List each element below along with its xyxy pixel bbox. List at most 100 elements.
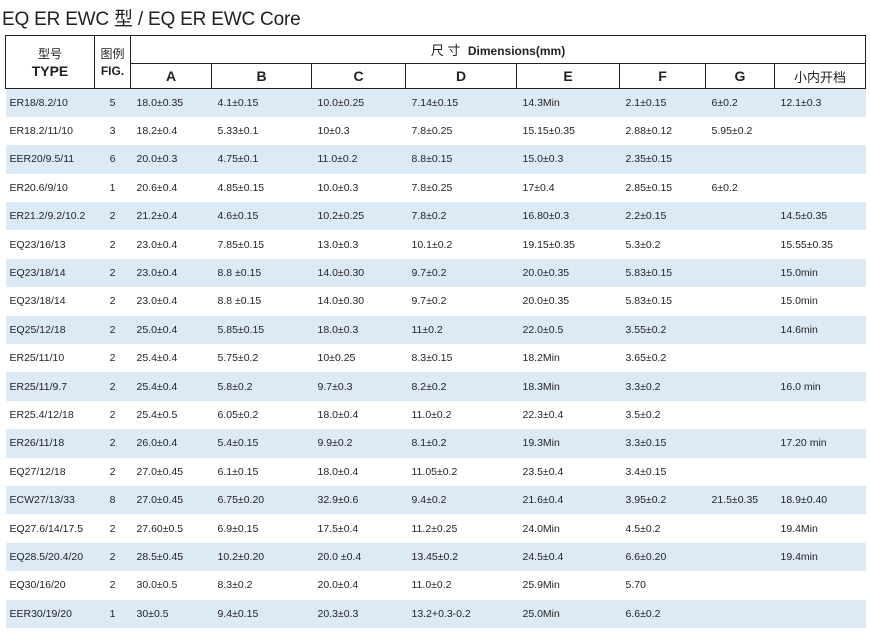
dim-e-cell: 25.9Min	[522, 579, 560, 592]
table-row: EQ23/16/13 2 23.0±0.4 7.85±0.15 13.0±0.3 10.1…	[6, 230, 866, 258]
dimension-column-header: B	[211, 63, 312, 89]
dim-g-cell	[705, 145, 775, 174]
table-row: ER21.2/9.2/10.2 2 21.2±0.4 4.6±0.15 10.2±0.2…	[5, 202, 866, 231]
inner-gap-cell	[775, 174, 866, 202]
table-row: ER26/11/18 2 26.0±0.4 5.4±0.15 9.9±0.2 8.1±0.…	[5, 429, 866, 458]
table-row: EQ28.5/20.4/20 2 28.5±0.45 10.2±0.20 20.0 ±0…	[5, 542, 866, 572]
table-row: ER18/8.2/10 5 18.0±0.35 4.1±0.15 10.0±0.25 7.…	[5, 88, 866, 117]
dimension-column-header: F	[619, 63, 706, 89]
dim-a-cell: 18.0±0.35	[130, 88, 212, 117]
dim-e-cell: 23.5±0.4	[522, 465, 564, 478]
dimension-column-header: A	[130, 63, 212, 89]
dim-c-cell: 9.9±0.2	[311, 429, 406, 458]
type-cell: ECW27/13/33	[5, 485, 95, 515]
type-header-cn: 型号	[37, 47, 62, 61]
dim-f-cell: 3.3±0.15	[619, 429, 706, 458]
dim-f-cell: 2.2±0.15	[619, 202, 706, 231]
dim-f-cell: 5.3±0.2	[625, 238, 661, 251]
dim-c-cell: 10.2±0.25	[311, 202, 406, 231]
dim-d-cell: 10.1±0.2	[411, 238, 453, 251]
dim-f-cell: 3.5±0.2	[625, 408, 661, 421]
fig-cell: 6	[94, 145, 131, 174]
table-row: EQ23/18/14 2 23.0±0.4 8.8 ±0.15 14.0±0.30 9.7…	[6, 287, 866, 315]
dim-g-cell	[706, 401, 775, 429]
inner-gap-cell: 19.4min	[774, 542, 866, 572]
inner-gap-cell	[774, 145, 866, 174]
dim-c-cell: 10.0±0.3	[317, 181, 359, 194]
inner-gap-cell	[775, 401, 866, 429]
type-cell: EQ23/16/13	[9, 238, 66, 251]
dim-g-cell: 21.5±0.35	[705, 485, 775, 515]
dim-b-cell: 7.85±0.15	[217, 238, 265, 251]
dim-e-cell: 18.3Min	[516, 372, 620, 401]
fig-cell: 2	[94, 258, 131, 288]
inner-gap-cell	[775, 571, 866, 599]
dim-c-cell: 18.0±0.3	[311, 315, 406, 345]
dim-c-cell: 20.0 ±0.4	[311, 542, 406, 572]
dim-b-cell: 5.8±0.2	[211, 372, 312, 401]
dim-f-cell: 3.55±0.2	[619, 315, 706, 345]
dim-b-cell: 5.4±0.15	[211, 429, 312, 458]
table-row: ER25.4/12/18 2 25.4±0.5 6.05±0.2 18.0±0.4 11.…	[6, 401, 866, 429]
dim-d-cell: 8.3±0.15	[411, 352, 453, 365]
dim-g-cell	[706, 344, 775, 372]
dim-a-cell: 25.4±0.4	[136, 352, 178, 365]
page-title: EQ ER EWC 型 / EQ ER EWC Core	[2, 9, 301, 30]
table-row: ER25/11/9.7 2 25.4±0.4 5.8±0.2 9.7±0.3 8.2±0.…	[5, 372, 866, 401]
type-header-en: TYPE	[31, 63, 69, 79]
dim-e-cell: 22.3±0.4	[522, 408, 564, 421]
dim-g-cell	[706, 287, 775, 315]
dim-d-cell: 11.0±0.2	[411, 579, 452, 592]
dim-b-cell: 4.85±0.15	[217, 181, 265, 194]
dim-e-cell: 25.0Min	[516, 599, 620, 628]
type-cell: EER20/9.5/11	[5, 145, 95, 174]
dim-b-cell: 5.33±0.1	[217, 125, 259, 138]
dim-a-cell: 23.0±0.4	[130, 258, 212, 288]
dimensions-header-en: Dimensions(mm)	[467, 44, 566, 58]
dim-e-cell: 14.3Min	[516, 88, 620, 117]
fig-cell: 2	[109, 408, 116, 421]
dim-f-cell: 4.5±0.2	[625, 522, 661, 535]
type-cell: EQ25/12/18	[5, 315, 95, 345]
dimension-column-header: C	[311, 63, 406, 89]
dim-f-cell: 2.35±0.15	[619, 145, 706, 174]
dim-g-cell	[705, 429, 775, 458]
inner-gap-cell: 17.20 min	[774, 429, 866, 458]
dim-c-cell: 14.0±0.30	[317, 295, 365, 308]
fig-cell: 2	[109, 465, 116, 478]
dim-d-cell: 11.05±0.2	[411, 465, 458, 478]
dim-a-cell: 27.0±0.45	[136, 465, 184, 478]
dim-f-cell: 5.83±0.15	[625, 295, 673, 308]
dim-d-cell: 7.14±0.15	[405, 88, 517, 117]
dim-a-cell: 25.4±0.4	[130, 372, 212, 401]
dim-a-cell: 27.0±0.45	[130, 485, 212, 515]
fig-cell: 2	[109, 238, 116, 251]
type-cell: EQ27.6/14/17.5	[9, 522, 84, 535]
table-row: EQ23/18/14 2 23.0±0.4 8.8 ±0.15 14.0±0.30 9.7…	[5, 258, 866, 288]
dim-d-cell: 9.7±0.2	[411, 295, 447, 308]
fig-cell: 2	[109, 579, 116, 592]
fig-cell: 2	[109, 295, 116, 308]
dim-c-cell: 9.7±0.3	[311, 372, 406, 401]
inner-gap-cell: 16.0 min	[774, 372, 866, 401]
dim-b-cell: 6.9±0.15	[217, 522, 259, 535]
dim-c-cell: 10±0.3	[317, 125, 350, 138]
type-cell: ER25/11/10	[9, 352, 65, 365]
type-cell: EQ23/18/14	[5, 258, 95, 288]
inner-gap-cell: 15.55±0.35	[780, 238, 833, 251]
inner-gap-cell	[775, 117, 866, 145]
dim-b-cell: 4.75±0.1	[211, 145, 312, 174]
dim-a-cell: 20.6±0.4	[136, 181, 178, 194]
type-cell: ER26/11/18	[5, 429, 95, 458]
dim-a-cell: 23.0±0.4	[136, 238, 178, 251]
type-cell: ER20.6/9/10	[9, 181, 68, 194]
dim-b-cell: 9.4±0.15	[211, 599, 312, 628]
type-cell: ER21.2/9.2/10.2	[5, 202, 95, 231]
fig-cell: 2	[94, 542, 131, 572]
dim-g-cell	[706, 458, 775, 486]
dim-d-cell: 11.2±0.25	[411, 522, 458, 535]
dim-a-cell: 30±0.5	[130, 599, 212, 628]
dim-a-cell: 23.0±0.4	[136, 295, 178, 308]
dim-a-cell: 27.60±0.5	[136, 522, 184, 535]
